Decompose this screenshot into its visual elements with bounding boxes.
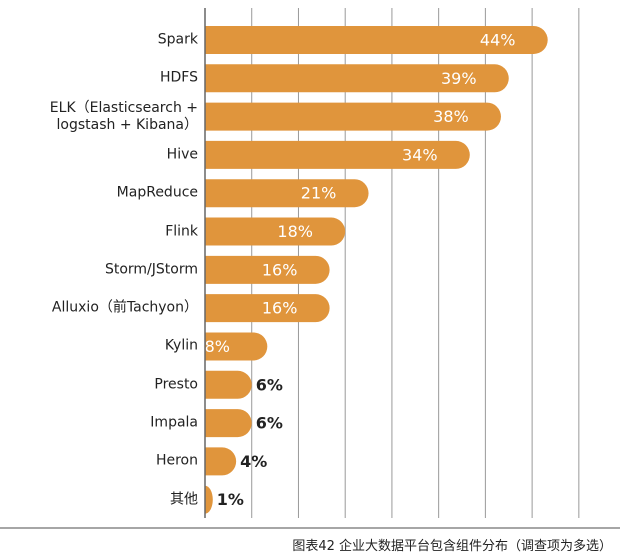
category-label: Alluxio（前Tachyon） [51, 299, 198, 316]
category-label: 其他 [170, 491, 198, 508]
bar [205, 409, 252, 438]
bar [205, 255, 330, 284]
value-label: 6% [256, 375, 283, 394]
bar [205, 217, 346, 246]
value-label: 6% [256, 414, 283, 433]
bar [205, 102, 501, 131]
category-label: ELK（Elasticsearch + logstash + Kibana） [49, 99, 198, 133]
bar [205, 332, 268, 361]
bar [205, 26, 548, 54]
value-label: 16% [262, 260, 298, 279]
value-label: 8% [205, 337, 230, 356]
bar [205, 294, 330, 323]
bar [205, 179, 369, 208]
category-label: Flink [165, 223, 198, 240]
value-label: 4% [240, 452, 267, 471]
value-label: 34% [402, 145, 438, 164]
value-label: 21% [301, 184, 337, 203]
category-label: Kylin [164, 337, 198, 354]
bar [205, 64, 509, 93]
value-label: 16% [262, 299, 298, 318]
value-label: 18% [277, 222, 313, 241]
category-label: HDFS [159, 69, 198, 86]
bar [205, 140, 470, 169]
value-label: 1% [217, 490, 244, 509]
category-label: Heron [155, 452, 198, 469]
value-label: 39% [441, 69, 477, 88]
bar [205, 485, 213, 514]
category-label: Hive [166, 146, 198, 163]
bar [205, 370, 252, 399]
category-label: Storm/JStorm [104, 261, 198, 278]
category-label: MapReduce [116, 184, 198, 201]
category-label: Presto [154, 376, 198, 393]
caption: 图表42 企业大数据平台包含组件分布（调查项为多选） [292, 539, 612, 554]
value-label: 44% [480, 31, 516, 50]
bar [205, 447, 237, 476]
category-label: Impala [150, 414, 198, 431]
category-label: Spark [157, 31, 198, 48]
value-label: 38% [433, 107, 469, 126]
